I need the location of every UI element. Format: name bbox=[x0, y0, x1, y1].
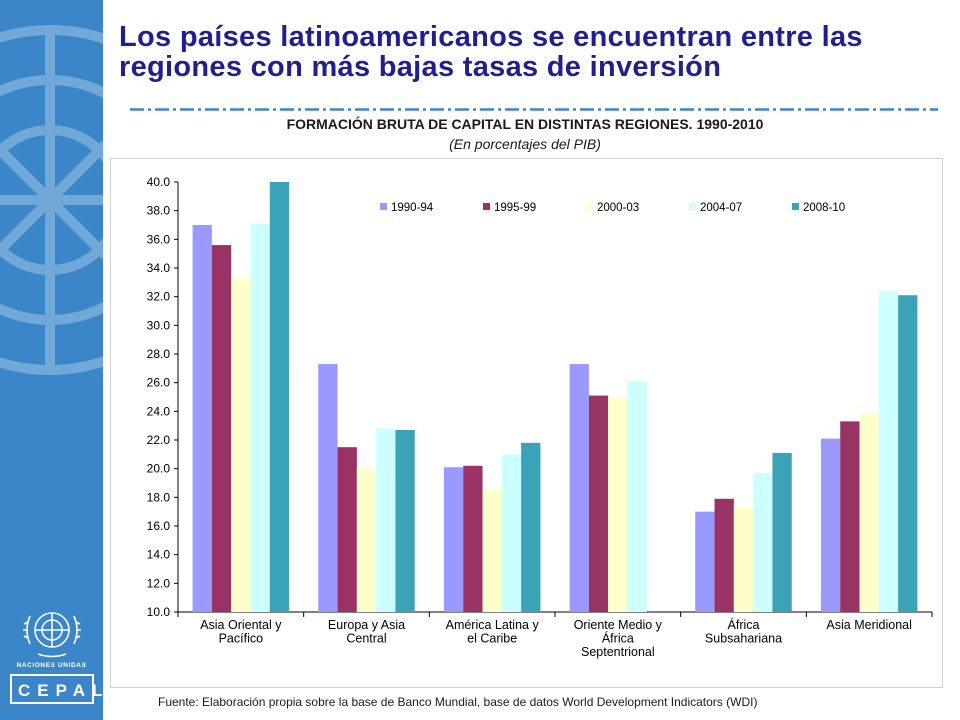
x-category-label: Subsahariana bbox=[705, 632, 782, 646]
y-tick-label: 18.0 bbox=[147, 490, 171, 504]
legend-swatch bbox=[483, 203, 490, 210]
sidebar-band: NACIONES UNIDAS CEPAL bbox=[0, 0, 103, 720]
bar bbox=[714, 498, 734, 612]
x-category-label: Asia Meridional bbox=[826, 618, 911, 632]
x-category-label: el Caribe bbox=[467, 632, 517, 646]
legend-label: 2004-07 bbox=[700, 202, 742, 214]
bar bbox=[569, 364, 589, 612]
y-tick-label: 26.0 bbox=[147, 376, 171, 390]
x-category-label: África bbox=[602, 631, 634, 646]
y-tick-label: 22.0 bbox=[147, 433, 171, 447]
bar bbox=[753, 472, 773, 612]
x-category-label: Europa y Asia bbox=[328, 618, 405, 632]
legend-label: 1995-99 bbox=[494, 202, 536, 214]
y-tick-label: 28.0 bbox=[147, 347, 171, 361]
bar bbox=[395, 429, 415, 612]
y-tick-label: 30.0 bbox=[147, 318, 171, 332]
bar bbox=[376, 428, 396, 612]
legend-swatch bbox=[380, 203, 387, 210]
y-tick-label: 40.0 bbox=[147, 175, 171, 189]
legend-label: 2008-10 bbox=[803, 202, 845, 214]
bar bbox=[588, 395, 609, 612]
bar-chart: 10.0 12.0 14.0 16.0 18.0 20.0 22.0 24.0 26.0 28.0… bbox=[147, 175, 933, 659]
bar bbox=[898, 295, 918, 612]
bar bbox=[820, 438, 841, 612]
bar bbox=[733, 507, 754, 612]
slide-title: Los países latinoamericanos se encuentra… bbox=[119, 21, 863, 83]
bar bbox=[840, 421, 860, 612]
un-logo-icon bbox=[23, 612, 81, 658]
y-tick-label: 10.0 bbox=[147, 605, 171, 619]
un-emblem-watermark-icon bbox=[0, 25, 103, 375]
y-tick-label: 36.0 bbox=[147, 232, 171, 246]
y-tick-label: 12.0 bbox=[147, 576, 171, 590]
bar bbox=[211, 245, 232, 613]
legend-swatch bbox=[689, 203, 696, 210]
source-note: Fuente: Elaboración propia sobre la base… bbox=[158, 695, 758, 709]
bar bbox=[356, 468, 377, 612]
legend-swatch bbox=[792, 203, 799, 210]
y-tick-label: 16.0 bbox=[147, 519, 171, 533]
bar bbox=[463, 465, 483, 612]
bar bbox=[482, 488, 502, 612]
legend-label: 2000-03 bbox=[597, 202, 639, 214]
bar bbox=[521, 442, 541, 612]
bar bbox=[318, 364, 338, 612]
x-category-label: América Latina y bbox=[446, 618, 540, 632]
cepal-logo: CEPAL bbox=[10, 674, 102, 704]
title-divider bbox=[130, 108, 938, 111]
bar bbox=[695, 511, 715, 612]
bar bbox=[269, 182, 290, 612]
bar bbox=[627, 381, 647, 612]
bar bbox=[231, 278, 251, 612]
x-category-label: Oriente Medio y bbox=[574, 618, 663, 632]
un-wordmark: NACIONES UNIDAS bbox=[16, 662, 87, 669]
bar bbox=[250, 223, 270, 613]
y-tick-label: 32.0 bbox=[147, 290, 171, 304]
y-tick-label: 14.0 bbox=[147, 548, 171, 562]
bar bbox=[878, 290, 899, 612]
x-category-label: Septentrional bbox=[581, 645, 655, 659]
bar bbox=[859, 412, 879, 612]
chart-title: FORMACIÓN BRUTA DE CAPITAL EN DISTINTAS … bbox=[286, 116, 764, 132]
x-category-label: Central bbox=[346, 632, 386, 646]
legend-swatch bbox=[586, 203, 593, 210]
y-tick-label: 34.0 bbox=[147, 261, 171, 275]
bar bbox=[192, 225, 212, 612]
bar bbox=[608, 397, 628, 612]
chart-subtitle: (En porcentajes del PIB) bbox=[449, 136, 601, 152]
bar bbox=[501, 454, 522, 612]
x-category-label: Asia Oriental y bbox=[200, 618, 282, 632]
y-tick-label: 20.0 bbox=[147, 462, 171, 476]
legend-label: 1990-94 bbox=[391, 202, 434, 214]
y-tick-label: 24.0 bbox=[147, 404, 171, 418]
y-tick-label: 38.0 bbox=[147, 204, 171, 218]
bar bbox=[443, 467, 464, 612]
bar bbox=[772, 452, 792, 612]
x-category-label: Pacífico bbox=[219, 632, 264, 646]
bar bbox=[337, 447, 357, 612]
x-category-label: África bbox=[728, 617, 760, 632]
